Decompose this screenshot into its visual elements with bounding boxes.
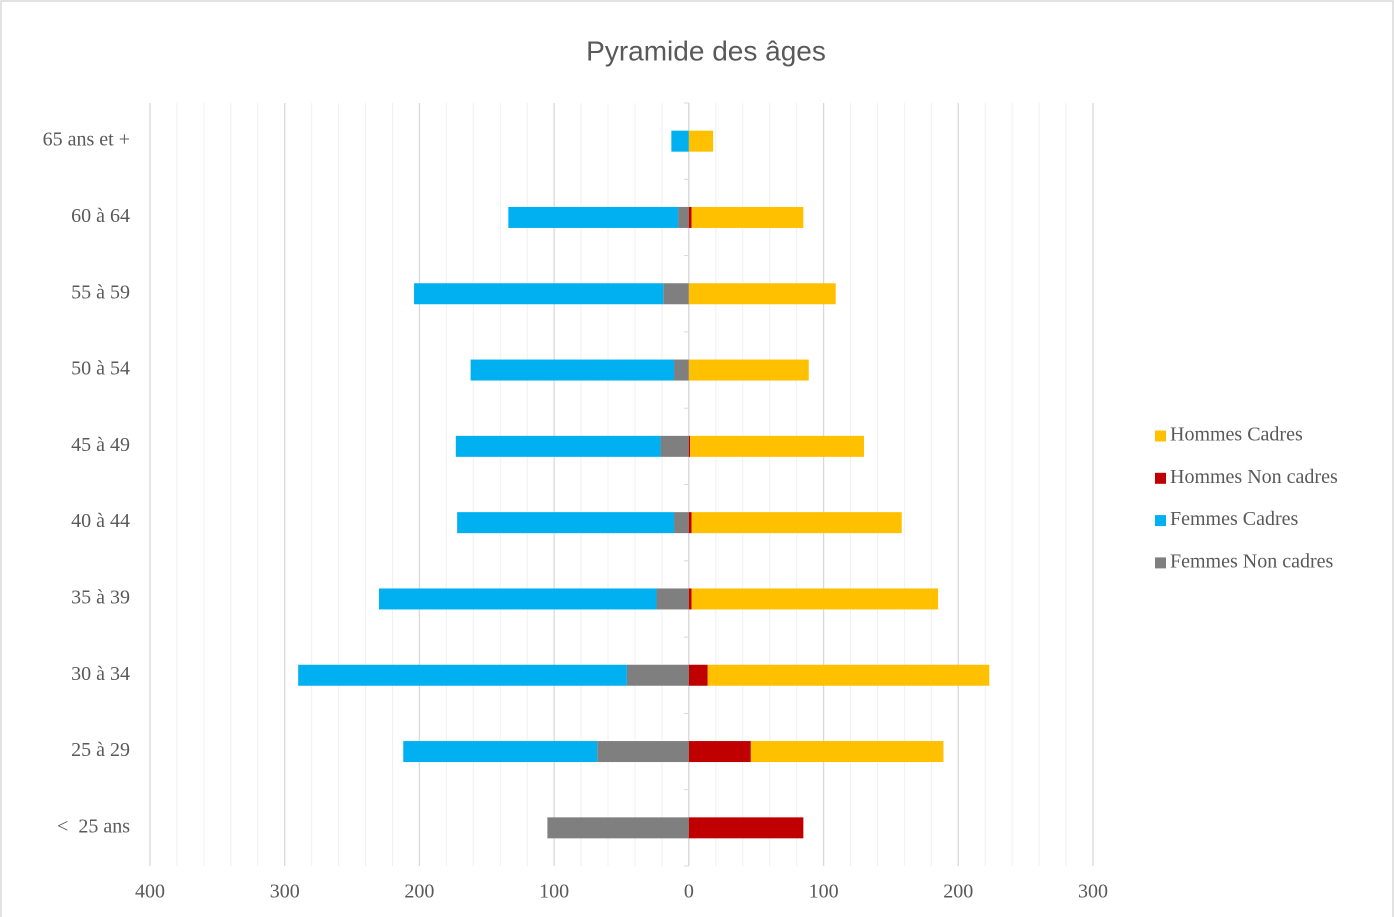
bar — [455, 435, 661, 457]
bar — [691, 512, 902, 534]
bar — [750, 741, 944, 763]
y-tick-label: 35 à 39 — [71, 587, 130, 609]
legend-label: Hommes Cadres — [1170, 424, 1303, 446]
bar — [656, 588, 689, 610]
bar — [688, 359, 809, 381]
bar — [707, 664, 990, 686]
bar — [379, 588, 657, 610]
bar — [547, 817, 689, 839]
x-tick-label: 100 — [539, 881, 569, 903]
bar — [671, 130, 689, 152]
bar — [663, 283, 689, 305]
legend-swatch — [1155, 557, 1166, 569]
bar — [660, 435, 689, 457]
x-tick-label: 300 — [1078, 881, 1108, 903]
bar — [626, 664, 689, 686]
chart-title: Pyramide des âges — [586, 35, 826, 66]
bar — [688, 512, 692, 534]
bar — [691, 206, 804, 228]
bar — [688, 817, 804, 839]
legend-label: Femmes Non cadres — [1170, 550, 1334, 572]
legend-label: Femmes Cadres — [1170, 508, 1299, 530]
legend-swatch — [1155, 515, 1166, 527]
x-tick-label: 200 — [404, 881, 434, 903]
legend-swatch — [1155, 430, 1166, 442]
bar — [298, 664, 627, 686]
y-tick-label: 65 ans et + — [43, 129, 130, 151]
x-tick-label: 400 — [135, 881, 165, 903]
bar — [674, 359, 689, 381]
bar — [688, 130, 714, 152]
legend-label: Hommes Non cadres — [1170, 466, 1338, 488]
x-tick-label: 300 — [270, 881, 300, 903]
bar — [597, 741, 689, 763]
y-tick-label: 60 à 64 — [71, 205, 130, 227]
bar — [688, 206, 692, 228]
bar — [688, 664, 708, 686]
bar — [688, 283, 836, 305]
bar — [457, 512, 675, 534]
bar — [688, 588, 692, 610]
y-tick-label: 25 à 29 — [71, 739, 130, 761]
x-tick-label: 200 — [943, 881, 973, 903]
bar — [674, 512, 689, 534]
y-tick-label: 30 à 34 — [71, 663, 130, 685]
y-tick-label: 40 à 44 — [71, 510, 130, 532]
x-tick-label: 0 — [684, 881, 694, 903]
bar — [414, 283, 664, 305]
bar — [678, 206, 689, 228]
legend-swatch — [1155, 472, 1166, 484]
y-tick-label: < 25 ans — [57, 815, 130, 837]
x-tick-label: 100 — [809, 881, 839, 903]
bar — [688, 741, 751, 763]
bar — [688, 435, 691, 457]
bar — [690, 435, 864, 457]
bar — [470, 359, 675, 381]
y-tick-label: 55 à 59 — [71, 281, 130, 303]
y-tick-label: 45 à 49 — [71, 434, 130, 456]
bar — [403, 741, 598, 763]
bar — [508, 206, 679, 228]
y-tick-label: 50 à 54 — [71, 358, 130, 380]
bar — [691, 588, 939, 610]
